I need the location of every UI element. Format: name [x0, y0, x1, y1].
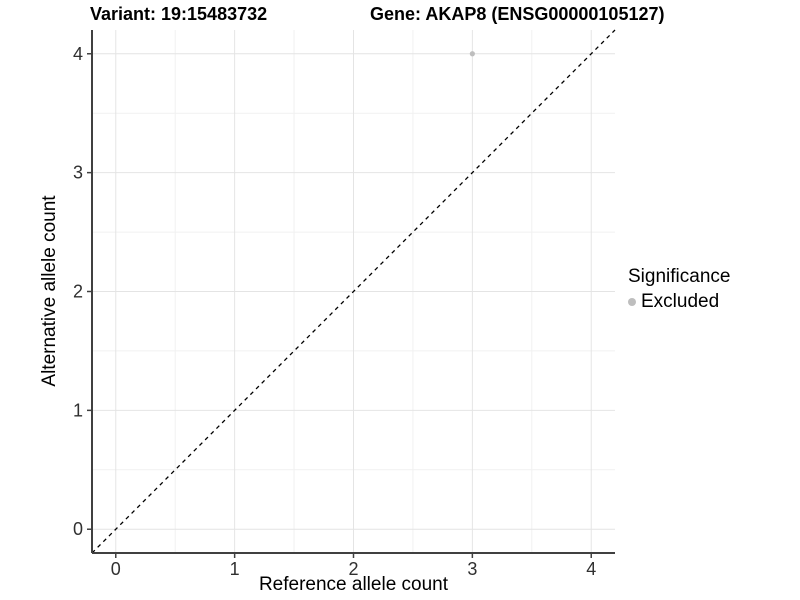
legend-title: Significance — [628, 266, 731, 287]
legend-item-label: Excluded — [641, 291, 720, 312]
y-axis-label: Alternative allele count — [39, 195, 60, 387]
x-tick-label: 1 — [230, 559, 240, 579]
gene-title: Gene: AKAP8 (ENSG00000105127) — [370, 4, 665, 24]
variant-title: Variant: 19:15483732 — [90, 4, 268, 24]
x-tick-label: 0 — [111, 559, 121, 579]
y-tick-label: 1 — [73, 400, 83, 420]
legend-item-excluded: Excluded — [628, 291, 730, 313]
x-tick-label: 4 — [586, 559, 596, 579]
legend: Significance Excluded — [628, 266, 730, 313]
x-tick-label: 2 — [348, 559, 358, 579]
y-tick-label: 2 — [73, 282, 83, 302]
data-point — [469, 51, 475, 57]
y-tick-label: 3 — [73, 163, 83, 183]
x-axis-label: Reference allele count — [258, 574, 449, 595]
legend-point-icon — [628, 298, 636, 306]
identity-dashed-line — [91, 29, 616, 554]
x-tick-label: 3 — [467, 559, 477, 579]
y-tick-label: 4 — [73, 44, 83, 64]
y-tick-label: 0 — [73, 519, 83, 539]
